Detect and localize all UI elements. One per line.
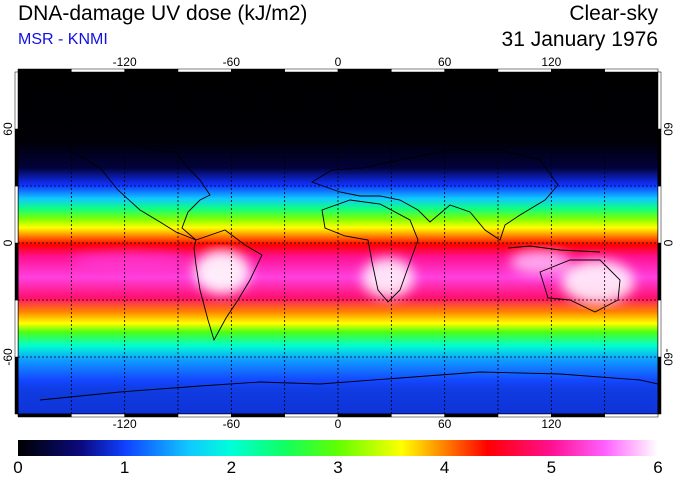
lon-tick-label-top: 60 — [438, 55, 452, 69]
lon-tick-label-bottom: 0 — [335, 417, 342, 431]
lon-tick-label-top: -120 — [113, 55, 137, 69]
frame-tick-segment — [605, 414, 658, 417]
frame-tick-segment — [338, 69, 391, 72]
frame-tick-segment — [445, 69, 498, 72]
frame-tick-segment — [15, 243, 18, 300]
lon-tick-label-bottom: -120 — [113, 417, 137, 431]
frame-tick-segment — [605, 69, 658, 72]
colorbar-tick-label: 2 — [227, 458, 236, 478]
frame-tick-segment — [15, 129, 18, 186]
lon-tick-label-top: -60 — [223, 55, 241, 69]
frame-tick-segment — [231, 69, 284, 72]
colorbar-tick-label: 3 — [333, 458, 342, 478]
colorbar-tick-label: 1 — [120, 458, 129, 478]
frame-tick-segment — [18, 69, 71, 72]
frame-tick-segment — [498, 69, 551, 72]
lat-tick-label-right: 0 — [661, 240, 675, 247]
lat-tick-label-left: -60 — [1, 348, 15, 366]
frame-tick-segment — [338, 414, 391, 417]
lat-tick-label-right: 60 — [661, 122, 675, 136]
lon-tick-label-bottom: 120 — [541, 417, 561, 431]
frame-tick-segment — [445, 414, 498, 417]
frame-tick-segment — [285, 69, 338, 72]
frame-tick-segment — [658, 357, 661, 414]
frame-tick-segment — [15, 357, 18, 414]
frame-tick-segment — [551, 69, 604, 72]
lat-tick-label-left: 60 — [1, 122, 15, 136]
colorbar-tick-label: 6 — [653, 458, 662, 478]
frame-tick-segment — [658, 186, 661, 243]
colorbar-tick-label: 4 — [440, 458, 449, 478]
frame-tick-segment — [18, 414, 71, 417]
frame-tick-segment — [658, 243, 661, 300]
lat-tick-label-left: 0 — [1, 239, 15, 246]
frame-tick-segment — [391, 414, 444, 417]
frame-tick-segment — [178, 69, 231, 72]
frame-tick-segment — [71, 69, 124, 72]
frame-tick-segment — [285, 414, 338, 417]
frame-tick-segment — [658, 129, 661, 186]
colorbar-tick-label: 5 — [547, 458, 556, 478]
frame-tick-segment — [391, 69, 444, 72]
frame-tick-segment — [15, 186, 18, 243]
frame-tick-segment — [658, 72, 661, 129]
colorbar — [18, 440, 658, 456]
frame-tick-segment — [15, 300, 18, 357]
lon-tick-label-top: 120 — [541, 55, 561, 69]
uv-dose-map: -120 -60 0 60 120 -120 -60 0 60 120 600-60 600-6… — [0, 0, 678, 480]
frame-tick-segment — [15, 72, 18, 129]
lon-tick-label-bottom: 60 — [438, 417, 452, 431]
lon-tick-label-bottom: -60 — [223, 417, 241, 431]
frame-tick-segment — [658, 300, 661, 357]
colorbar-tick-label: 0 — [13, 458, 22, 478]
frame-tick-segment — [125, 69, 178, 72]
lon-tick-label-top: 0 — [335, 55, 342, 69]
lat-tick-label-right: -60 — [661, 348, 675, 366]
